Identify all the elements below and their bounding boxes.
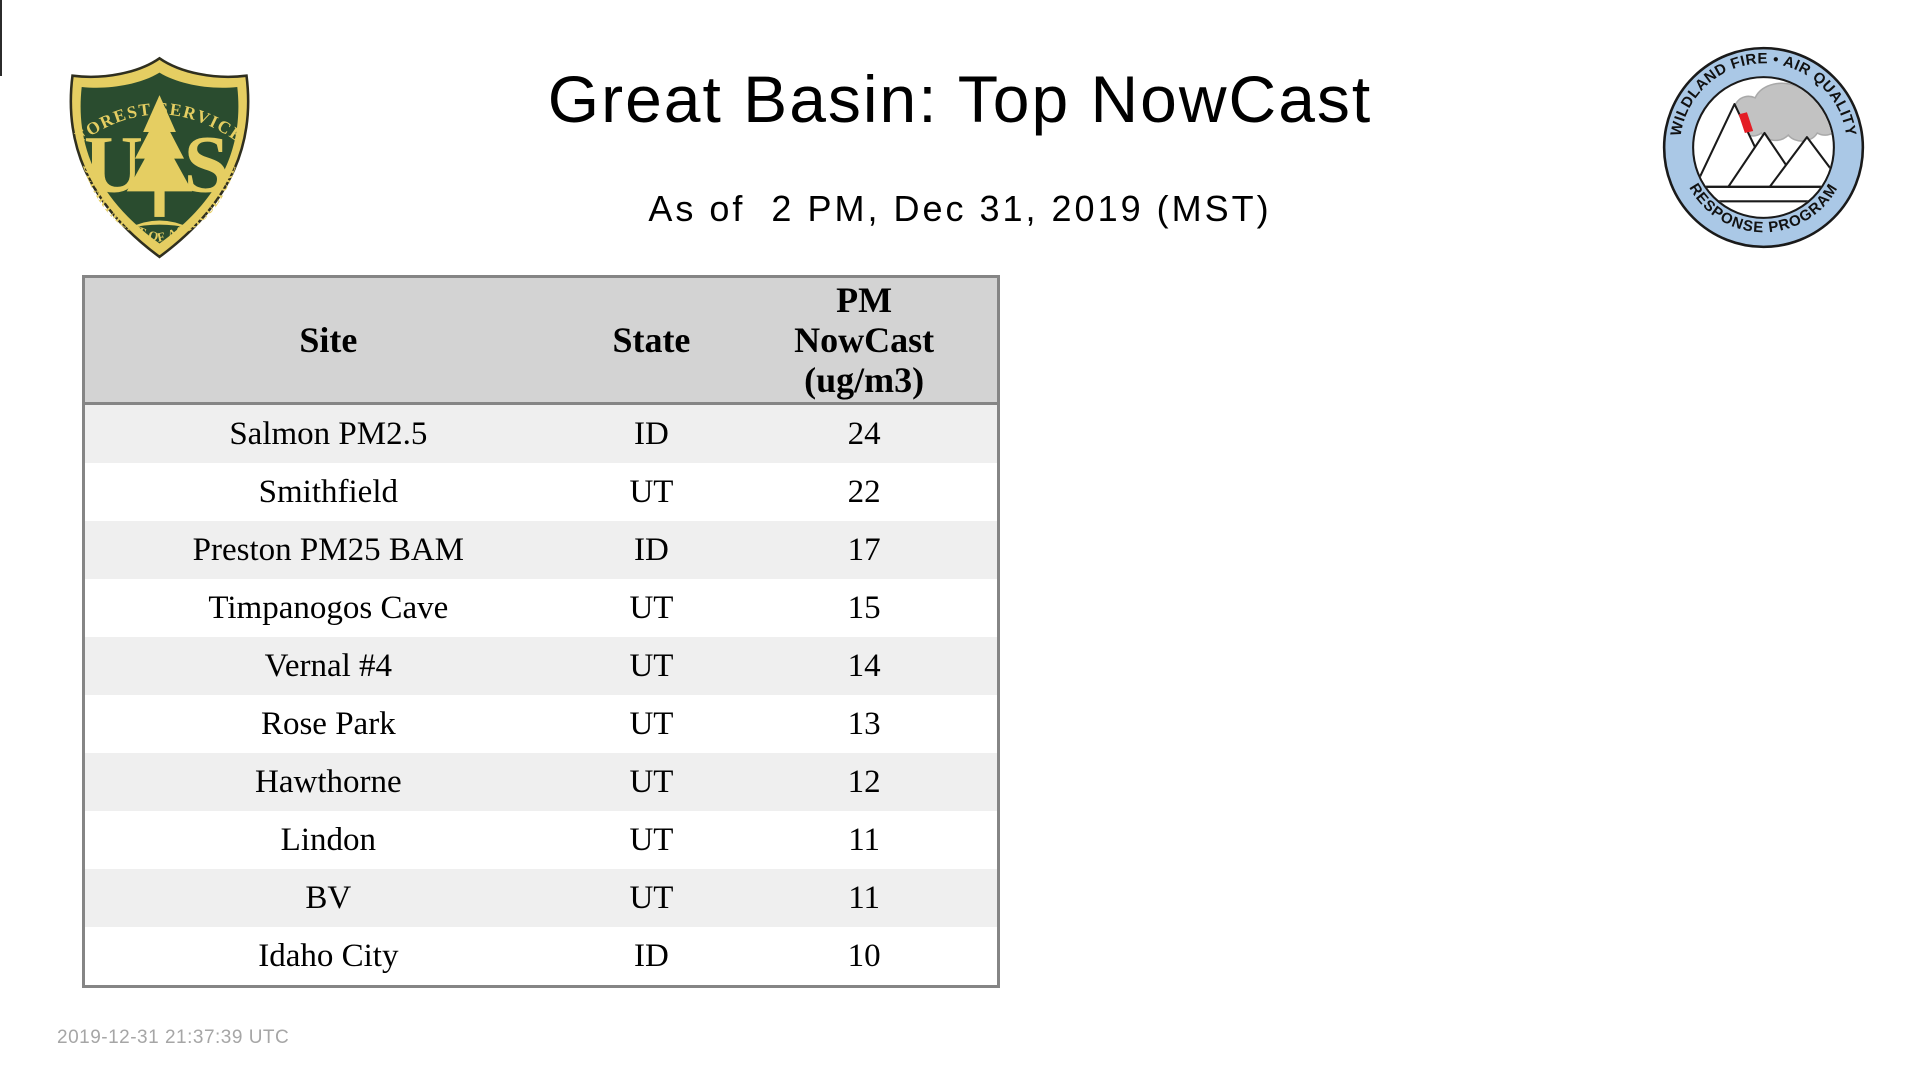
table-row: Smithfield UT 22 (83, 463, 999, 521)
shield-letter-s: S (184, 118, 230, 209)
site-cell: Hawthorne (255, 763, 402, 800)
table-header-row: Site State PM NowCast (ug/m3) (83, 276, 999, 405)
page-title: Great Basin: Top NowCast (547, 62, 1373, 136)
site-cell: Smithfield (258, 473, 398, 510)
site-cell: Preston PM25 BAM (192, 531, 465, 568)
pine-tree-icon (126, 95, 193, 229)
shield-letter-u: U (84, 118, 143, 209)
table-row: Salmon PM2.5 ID 24 (83, 403, 999, 463)
state-cell: UT (629, 879, 674, 916)
forest-service-logo: FOREST SERVICE DEPARTMENT OF AGRICULTURE… (69, 56, 250, 259)
pm-cell: 13 (847, 705, 881, 742)
pm-cell: 10 (847, 937, 881, 974)
table-row: Hawthorne UT 12 (83, 753, 999, 811)
column-header-pm-nowcast: PM NowCast (ug/m3) (731, 276, 999, 405)
site-cell: Lindon (280, 821, 376, 858)
state-cell: ID (634, 415, 669, 452)
site-cell: Vernal #4 (264, 647, 393, 684)
state-cell: ID (634, 531, 669, 568)
pm-cell: 12 (847, 763, 881, 800)
table-row: Vernal #4 UT 14 (83, 637, 999, 695)
column-header-state: State (571, 276, 732, 405)
pm-cell: 14 (847, 647, 881, 684)
state-cell: ID (634, 937, 669, 974)
mountains-icon (1694, 102, 1833, 188)
state-cell: UT (629, 705, 674, 742)
state-cell: UT (629, 589, 674, 626)
pm-cell: 11 (848, 879, 880, 916)
state-cell: UT (629, 763, 674, 800)
site-cell: BV (305, 879, 352, 916)
site-cell: Idaho City (258, 937, 399, 974)
table-row: Lindon UT 11 (83, 811, 999, 869)
site-cell: Salmon PM2.5 (229, 415, 428, 452)
pm-cell: 15 (847, 589, 881, 626)
table-row: Preston PM25 BAM ID 17 (83, 521, 999, 579)
nowcast-table: Site State PM NowCast (ug/m3) Salmon PM2… (82, 275, 1000, 988)
table-row: Timpanogos Cave UT 15 (83, 579, 999, 637)
fire-mark-icon (1738, 112, 1754, 134)
column-header-site: Site (83, 276, 572, 405)
pm-cell: 24 (847, 415, 881, 452)
site-cell: Rose Park (260, 705, 396, 742)
state-cell: UT (629, 821, 674, 858)
left-edge-artifact (0, 0, 2, 76)
state-cell: UT (629, 647, 674, 684)
page-subtitle: As of 2 PM, Dec 31, 2019 (MST) (648, 188, 1272, 229)
state-cell: UT (629, 473, 674, 510)
pm-cell: 22 (847, 473, 881, 510)
pm-cell: 11 (848, 821, 880, 858)
table-row: Idaho City ID 10 (83, 927, 999, 987)
pm-cell: 17 (847, 531, 881, 568)
generation-timestamp: 2019-12-31 21:37:39 UTC (57, 1027, 290, 1048)
site-cell: Timpanogos Cave (208, 589, 449, 626)
air-quality-program-logo: WILDLAND FIRE • AIR QUALITY RESPONSE PRO… (1662, 46, 1865, 249)
table-row: Rose Park UT 13 (83, 695, 999, 753)
table-row: BV UT 11 (83, 869, 999, 927)
